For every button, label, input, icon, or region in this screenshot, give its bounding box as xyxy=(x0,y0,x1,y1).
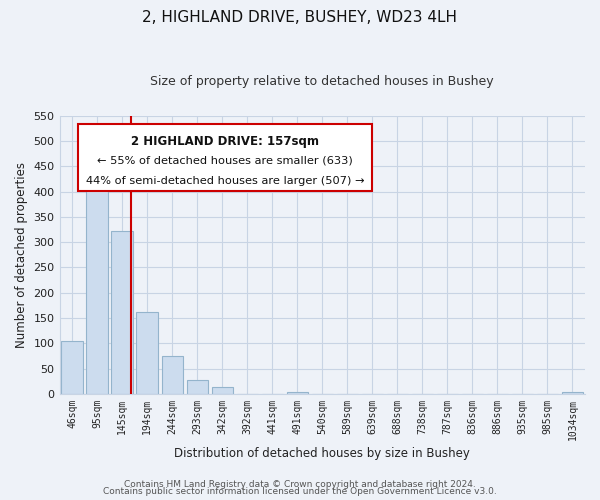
Y-axis label: Number of detached properties: Number of detached properties xyxy=(15,162,28,348)
X-axis label: Distribution of detached houses by size in Bushey: Distribution of detached houses by size … xyxy=(175,447,470,460)
Bar xyxy=(562,392,583,394)
Bar xyxy=(187,380,208,394)
Bar xyxy=(212,388,233,394)
Text: 44% of semi-detached houses are larger (507) →: 44% of semi-detached houses are larger (… xyxy=(86,176,364,186)
Bar xyxy=(287,392,308,394)
Text: 2, HIGHLAND DRIVE, BUSHEY, WD23 4LH: 2, HIGHLAND DRIVE, BUSHEY, WD23 4LH xyxy=(143,10,458,25)
FancyBboxPatch shape xyxy=(78,124,372,191)
Bar xyxy=(86,178,108,394)
Text: ← 55% of detached houses are smaller (633): ← 55% of detached houses are smaller (63… xyxy=(97,156,353,166)
Text: Contains HM Land Registry data © Crown copyright and database right 2024.: Contains HM Land Registry data © Crown c… xyxy=(124,480,476,489)
Bar xyxy=(136,312,158,394)
Bar xyxy=(112,231,133,394)
Text: 2 HIGHLAND DRIVE: 157sqm: 2 HIGHLAND DRIVE: 157sqm xyxy=(131,135,319,148)
Title: Size of property relative to detached houses in Bushey: Size of property relative to detached ho… xyxy=(151,75,494,88)
Text: Contains public sector information licensed under the Open Government Licence v3: Contains public sector information licen… xyxy=(103,487,497,496)
Bar xyxy=(161,356,183,394)
Bar xyxy=(61,341,83,394)
